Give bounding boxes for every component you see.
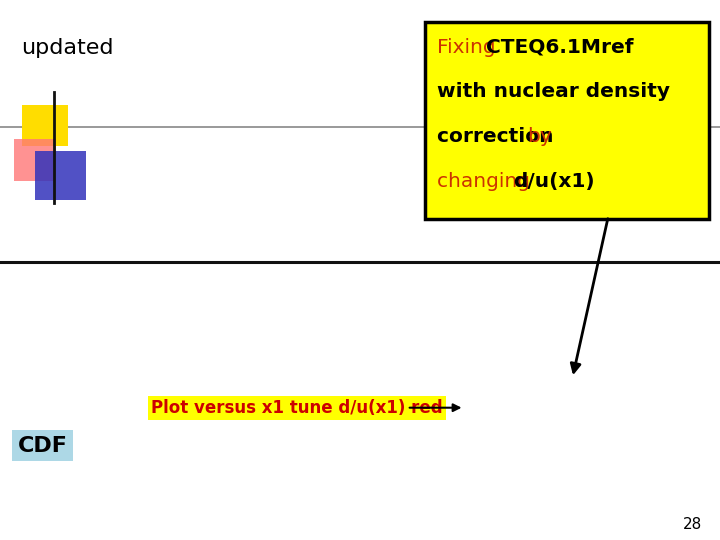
- FancyBboxPatch shape: [35, 151, 86, 200]
- Text: Fixing: Fixing: [437, 38, 502, 57]
- FancyBboxPatch shape: [14, 139, 56, 181]
- Text: by: by: [527, 127, 552, 146]
- Text: correction: correction: [437, 127, 561, 146]
- FancyBboxPatch shape: [425, 22, 709, 219]
- Text: updated: updated: [22, 38, 114, 58]
- FancyBboxPatch shape: [22, 105, 68, 146]
- Text: changing: changing: [437, 172, 536, 191]
- Text: CDF: CDF: [18, 435, 68, 456]
- Text: Plot versus x1 tune d/u(x1) red: Plot versus x1 tune d/u(x1) red: [151, 399, 443, 417]
- Text: CTEQ6.1Mref: CTEQ6.1Mref: [486, 38, 634, 57]
- Text: 28: 28: [683, 517, 702, 532]
- Text: d/u(x1): d/u(x1): [513, 172, 594, 191]
- Text: with nuclear density: with nuclear density: [437, 83, 670, 102]
